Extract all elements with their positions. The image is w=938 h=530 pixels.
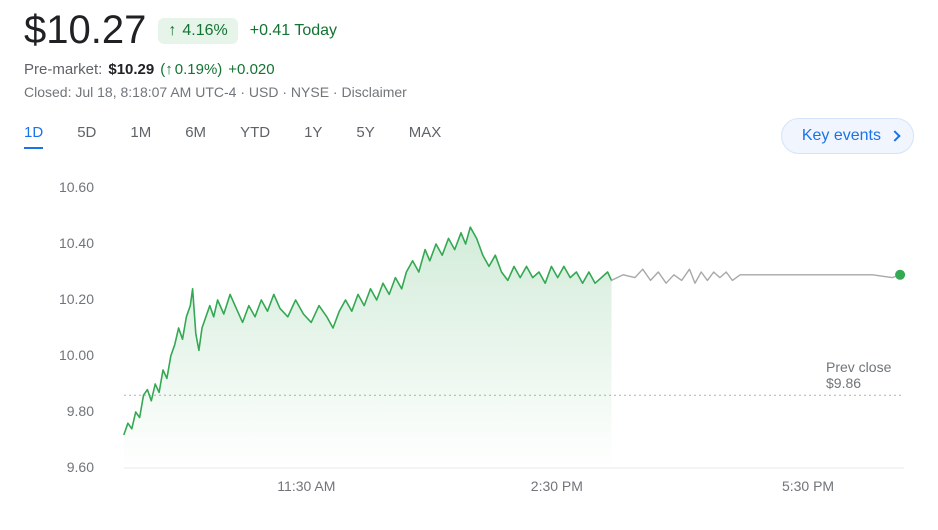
x-axis-label: 11:30 AM [277,478,335,494]
tab-ytd[interactable]: YTD [240,124,270,149]
price-chart[interactable]: 10.60 10.40 10.20 10.00 9.80 9.60 11:30 AM 2:3… [24,178,914,508]
closed-label: Closed: [24,84,71,100]
y-axis-label: 10.20 [24,291,94,307]
premarket-label: Pre-market: [24,61,102,78]
status-exchange: NYSE [291,84,329,100]
status-currency: USD [249,84,279,100]
timeframe-tabs: 1D 5D 1M 6M YTD 1Y 5Y MAX [24,124,441,149]
pct-change-badge: 4.16% [158,18,237,44]
y-axis-label: 9.80 [24,403,94,419]
premarket-abs-change: +0.020 [228,61,274,78]
tab-1y[interactable]: 1Y [304,124,322,149]
y-axis-label: 10.40 [24,235,94,251]
premarket-pct: (0.19%) [160,61,222,78]
prev-close-value: $9.86 [826,375,891,391]
y-axis-label: 10.60 [24,179,94,195]
chart-canvas [24,178,924,508]
premarket-pct-value: 0.19% [175,61,218,78]
status-datetime: Jul 18, 8:18:07 AM UTC-4 [75,84,236,100]
key-events-label: Key events [802,127,881,145]
tab-6m[interactable]: 6M [185,124,206,149]
y-axis-label: 10.00 [24,347,94,363]
key-events-button[interactable]: Key events [781,118,914,154]
arrow-up-icon [168,22,178,40]
y-axis-label: 9.60 [24,459,94,475]
x-axis-label: 2:30 PM [531,478,583,494]
price-value: $10.27 [24,8,146,53]
premarket-price: $10.29 [108,61,154,78]
status-row: Closed: Jul 18, 8:18:07 AM UTC-4 · USD ·… [24,84,914,100]
x-axis-label: 5:30 PM [782,478,834,494]
tab-1m[interactable]: 1M [130,124,151,149]
abs-change-today: +0.41 Today [250,22,337,40]
chevron-right-icon [889,130,900,141]
pct-change-text: 4.16% [182,22,227,40]
tab-1d[interactable]: 1D [24,124,43,149]
arrow-up-icon [165,61,175,78]
tab-5d[interactable]: 5D [77,124,96,149]
prev-close-label: Prev close $9.86 [826,359,891,391]
prev-close-text: Prev close [826,359,891,375]
abs-change-value: +0.41 [250,22,290,39]
today-label: Today [294,22,337,39]
tab-5y[interactable]: 5Y [356,124,374,149]
disclaimer-link[interactable]: Disclaimer [341,84,406,100]
tab-max[interactable]: MAX [409,124,442,149]
